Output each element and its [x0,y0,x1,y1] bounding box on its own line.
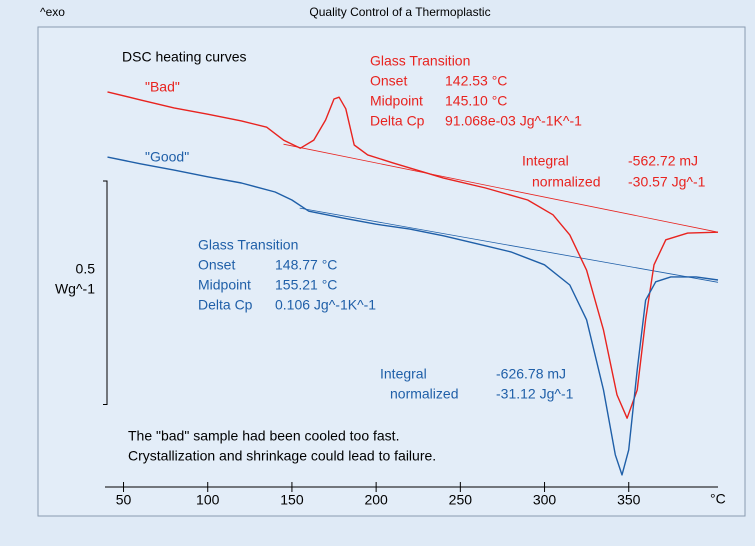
annotation-text: Glass Transition [370,53,470,69]
annotation-text: normalized [532,174,600,190]
annotation-text: -626.78 mJ [496,366,566,382]
annotation-text: Delta Cp [370,113,425,129]
x-tick-label: 100 [196,492,220,508]
annotation-text: Glass Transition [198,237,298,253]
annotation-text: -562.72 mJ [628,153,698,169]
annotation-text: Midpoint [198,277,251,293]
annotation-text: Onset [370,73,407,89]
series-line [107,91,719,419]
x-tick-label: 250 [449,492,473,508]
annotation-text: Midpoint [370,93,423,109]
annotation-text: 148.77 °C [275,257,337,273]
x-tick-label: 300 [533,492,557,508]
annotation-text: -31.12 Jg^-1 [496,386,574,402]
annotation: Glass Transition Onset 148.77 °C Midpoin… [198,237,574,402]
annotation-text: 142.53 °C [445,73,507,89]
x-tick-label: 350 [617,492,641,508]
corner-label: ^exo [40,5,65,19]
chart-title: Quality Control of a Thermoplastic [309,5,490,19]
scale-bar-unit: Wg^-1 [55,281,95,297]
annotation-text: 91.068e-03 Jg^-1K^-1 [445,113,582,129]
x-tick-label: 50 [116,492,132,508]
annotation-text: 0.106 Jg^-1K^-1 [275,297,376,313]
scale-bar [103,180,108,405]
scale-bar-label: 0.5 [76,261,96,277]
x-axis-label: °C [710,491,726,507]
annotation-text: Integral [522,153,569,169]
annotation-text: 155.21 °C [275,277,337,293]
series-label: "Good" [145,149,189,165]
annotation-text: Delta Cp [198,297,253,313]
annotation: Glass Transition Onset 142.53 °C Midpoin… [370,53,706,190]
series-line [107,156,719,476]
baseline [299,207,719,283]
annotation-text: Integral [380,366,427,382]
annotation-text: 145.10 °C [445,93,507,109]
note: The "bad" sample had been cooled too fas… [128,428,399,444]
annotation-text: -30.57 Jg^-1 [628,174,706,190]
annotation-text: Onset [198,257,235,273]
subtitle: DSC heating curves [122,49,247,65]
annotation-text: normalized [390,386,458,402]
x-tick-label: 200 [364,492,388,508]
x-tick-label: 150 [280,492,304,508]
baseline [283,143,719,233]
plot-frame [37,26,746,517]
note: Crystallization and shrinkage could lead… [128,448,436,464]
series-label: "Bad" [145,79,180,95]
